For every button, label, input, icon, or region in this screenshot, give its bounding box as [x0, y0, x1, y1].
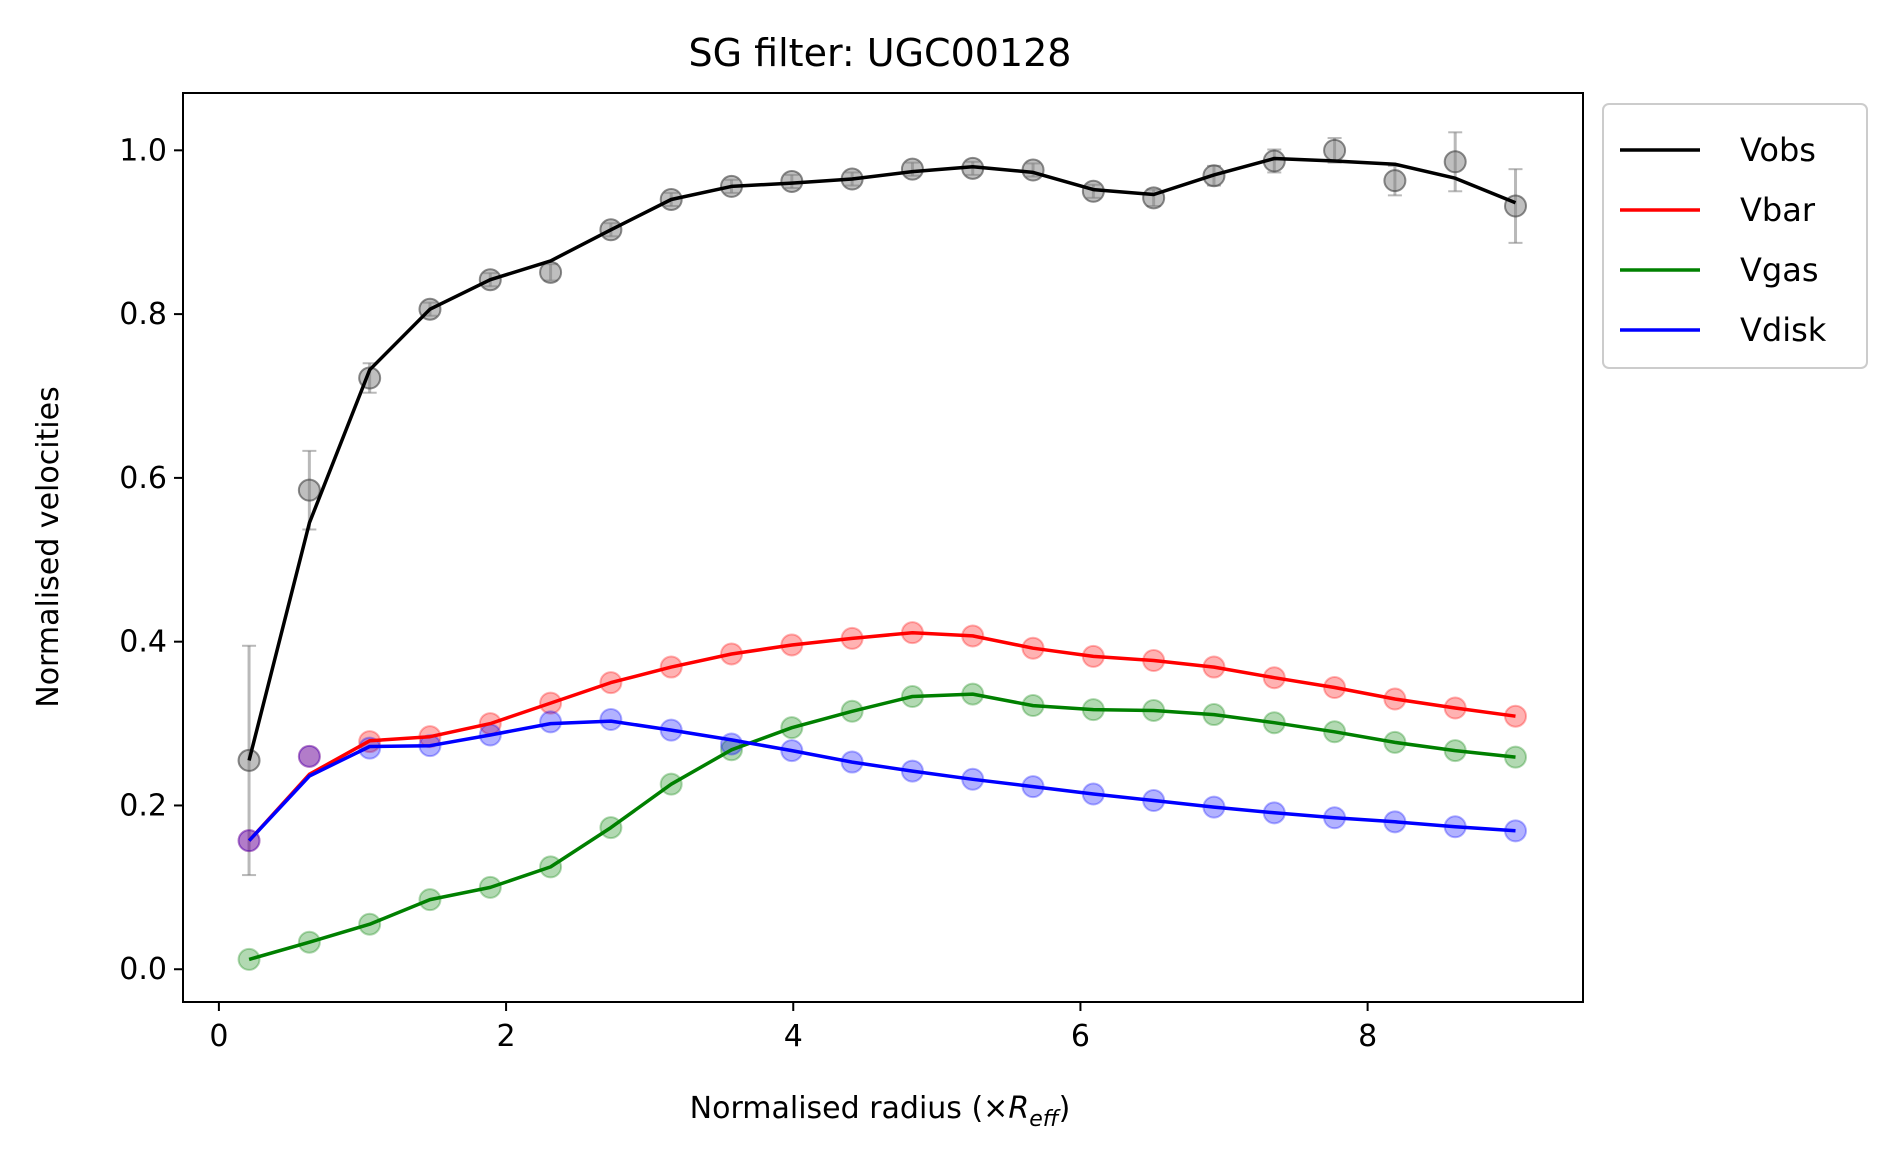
x-axis-label: Normalised radius (×Reff) — [690, 1091, 1071, 1132]
plot-frame — [182, 92, 1584, 1003]
vobs-marker — [237, 748, 261, 772]
legend-box — [1602, 103, 1868, 369]
y-tick-label: 0.6 — [119, 461, 167, 496]
vgas-marker — [237, 947, 261, 971]
y-tick-label: 0.2 — [119, 788, 167, 823]
x-axis: 0 2 4 6 8 — [209, 1002, 1377, 1054]
legend-label-vbar: Vbar — [1740, 191, 1816, 229]
vbar-marker — [297, 744, 321, 768]
legend-label-vgas: Vgas — [1740, 251, 1818, 289]
x-axis-label-suffix: ) — [1059, 1091, 1071, 1126]
x-tick-label: 2 — [497, 1019, 516, 1054]
x-tick-label: 8 — [1358, 1019, 1377, 1054]
x-axis-label-symbol: R — [1008, 1091, 1029, 1126]
vdisk-marker — [297, 744, 321, 768]
chart-title: SG filter: UGC00128 — [689, 31, 1072, 75]
y-tick-label: 1.0 — [119, 133, 167, 168]
vobs-line — [247, 156, 1517, 761]
vgas-line — [248, 692, 1516, 962]
x-axis-label-prefix: Normalised radius (× — [690, 1091, 1009, 1126]
legend: Vobs Vbar Vgas Vdisk — [1602, 103, 1868, 369]
vbar-line — [247, 630, 1516, 842]
legend-label-vobs: Vobs — [1740, 131, 1816, 169]
y-axis: 0.0 0.2 0.4 0.6 0.8 1.0 — [119, 133, 183, 987]
vobs-marker — [900, 157, 924, 181]
vobs-marker — [297, 478, 321, 502]
y-tick-label: 0.0 — [119, 952, 167, 987]
vobs-marker — [1443, 150, 1467, 174]
x-tick-label: 6 — [1071, 1019, 1090, 1054]
y-tick-label: 0.4 — [119, 625, 167, 660]
vobs-marker — [1383, 169, 1407, 193]
legend-label-vdisk: Vdisk — [1740, 311, 1827, 349]
x-axis-label-subscript: eff — [1029, 1107, 1061, 1132]
x-tick-label: 4 — [784, 1019, 803, 1054]
x-tick-label: 0 — [209, 1019, 228, 1054]
y-tick-label: 0.8 — [119, 297, 167, 332]
y-axis-label: Normalised velocities — [31, 386, 66, 707]
vobs-marker — [1323, 138, 1347, 162]
plot-area — [237, 131, 1528, 971]
vdisk-line — [247, 719, 1516, 842]
